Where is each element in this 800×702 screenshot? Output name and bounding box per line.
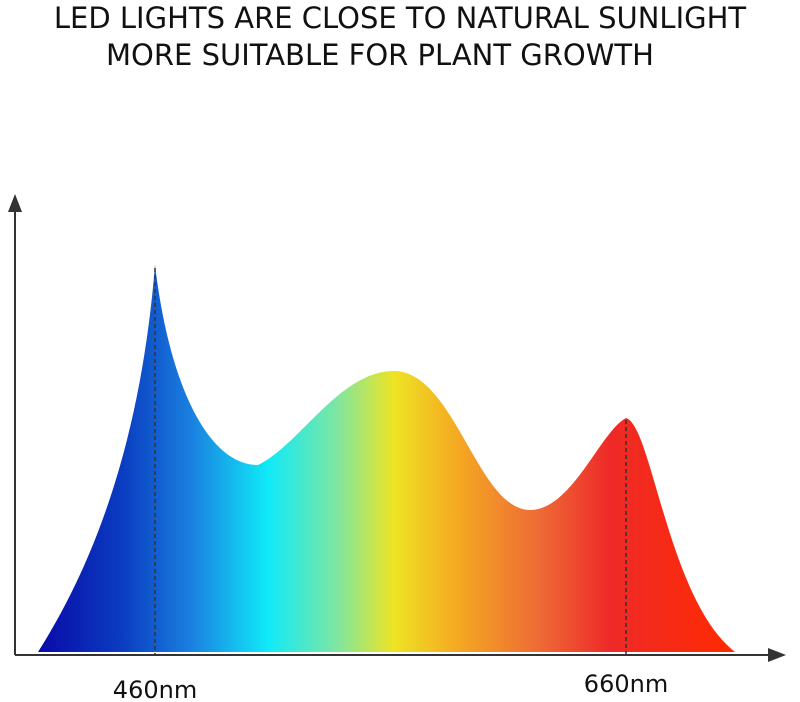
spectrum-curve [38,265,735,652]
marker-label: 460nm [113,676,197,702]
title-line: LED LIGHTS ARE CLOSE TO NATURAL SUNLIGHT [54,1,747,35]
x-axis-arrow [768,648,786,662]
marker-label: 660nm [584,670,668,698]
y-axis-arrow [8,194,22,212]
title-line: MORE SUITABLE FOR PLANT GROWTH [106,38,654,72]
